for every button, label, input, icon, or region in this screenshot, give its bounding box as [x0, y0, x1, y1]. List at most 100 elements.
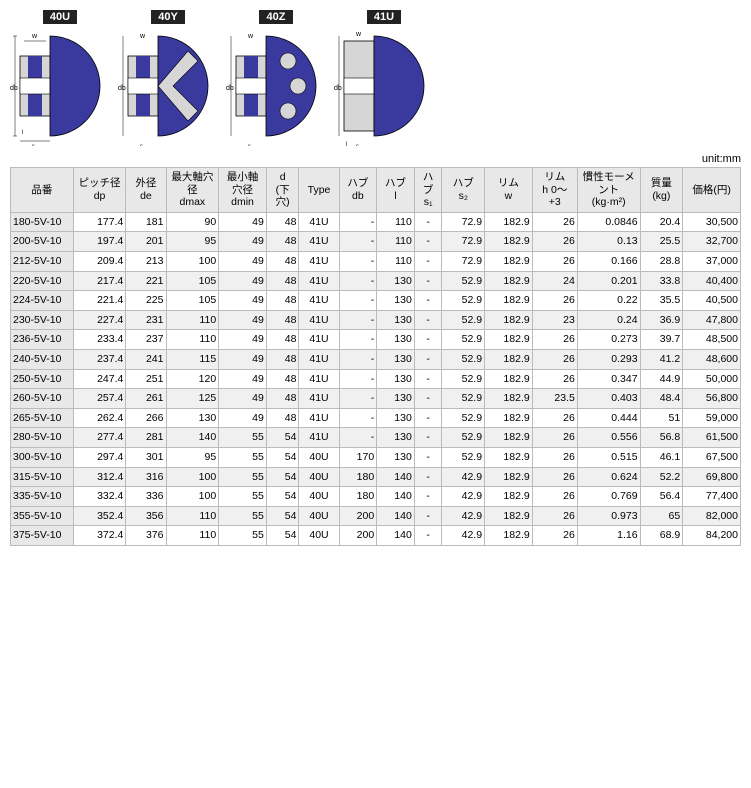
- cell: 110: [166, 526, 219, 546]
- cell: -: [414, 349, 442, 369]
- cell: 100: [166, 487, 219, 507]
- cell: 261: [126, 389, 166, 409]
- cell: 0.273: [577, 330, 640, 350]
- cell: 52.9: [442, 389, 485, 409]
- cell: 225: [126, 291, 166, 311]
- cell: 182.9: [485, 467, 533, 487]
- cell: 26: [532, 232, 577, 252]
- cell: -: [339, 310, 377, 330]
- cell: 52.2: [640, 467, 683, 487]
- cell: 0.293: [577, 349, 640, 369]
- cell: 130: [377, 369, 415, 389]
- cell: 297.4: [73, 447, 126, 467]
- col-header-6: Type: [299, 168, 339, 213]
- cell: 200-5V-10: [11, 232, 74, 252]
- cell: 48: [266, 389, 299, 409]
- cell: 30,500: [683, 212, 741, 232]
- cell: 48: [266, 408, 299, 428]
- cell: 110: [377, 212, 415, 232]
- cell: 26: [532, 349, 577, 369]
- cell: 49: [219, 389, 267, 409]
- cell: 181: [126, 212, 166, 232]
- cell: 52.9: [442, 310, 485, 330]
- cell: 41U: [299, 389, 339, 409]
- cell: 335-5V-10: [11, 487, 74, 507]
- cell: 355-5V-10: [11, 506, 74, 526]
- cell: 49: [219, 369, 267, 389]
- cell: -: [414, 251, 442, 271]
- cell: 115: [166, 349, 219, 369]
- cell: 23: [532, 310, 577, 330]
- cell: -: [414, 487, 442, 507]
- cell: 56,800: [683, 389, 741, 409]
- cell: 182.9: [485, 487, 533, 507]
- diagram-label-40Z: 40Z: [259, 10, 293, 24]
- cell: 266: [126, 408, 166, 428]
- cell: 220-5V-10: [11, 271, 74, 291]
- table-row: 335-5V-10332.4336100555440U180140-42.918…: [11, 487, 741, 507]
- cell: 110: [166, 330, 219, 350]
- cell: 54: [266, 526, 299, 546]
- cell: 84,200: [683, 526, 741, 546]
- pulley-diagram-40Y: db w s₂: [118, 26, 218, 146]
- cell: 110: [377, 232, 415, 252]
- cell: 48,600: [683, 349, 741, 369]
- cell: 177.4: [73, 212, 126, 232]
- pulley-diagram-40U: db w s₂ l: [10, 26, 110, 146]
- cell: 125: [166, 389, 219, 409]
- cell: -: [339, 212, 377, 232]
- cell: 356: [126, 506, 166, 526]
- cell: 213: [126, 251, 166, 271]
- cell: 42.9: [442, 506, 485, 526]
- cell: 41U: [299, 408, 339, 428]
- cell: -: [414, 310, 442, 330]
- cell: 49: [219, 271, 267, 291]
- cell: -: [339, 369, 377, 389]
- cell: 28.8: [640, 251, 683, 271]
- cell: 110: [166, 310, 219, 330]
- cell: 32,700: [683, 232, 741, 252]
- col-header-2: 外径de: [126, 168, 166, 213]
- cell: 49: [219, 232, 267, 252]
- cell: 130: [377, 447, 415, 467]
- cell: 0.24: [577, 310, 640, 330]
- cell: 39.7: [640, 330, 683, 350]
- cell: 41U: [299, 271, 339, 291]
- cell: -: [414, 408, 442, 428]
- cell: 182.9: [485, 389, 533, 409]
- table-row: 200-5V-10197.420195494841U-110-72.9182.9…: [11, 232, 741, 252]
- table-header: 品番ピッチ径dp外径de最大軸穴径dmax最小軸穴径dmind(下穴)Typeハ…: [11, 168, 741, 213]
- cell: 72.9: [442, 232, 485, 252]
- diagram-label-40U: 40U: [43, 10, 77, 24]
- cell: 130: [377, 428, 415, 448]
- cell: 0.13: [577, 232, 640, 252]
- cell: 182.9: [485, 271, 533, 291]
- cell: 26: [532, 251, 577, 271]
- table-row: 230-5V-10227.4231110494841U-130-52.9182.…: [11, 310, 741, 330]
- table-row: 315-5V-10312.4316100555440U180140-42.918…: [11, 467, 741, 487]
- cell: 265-5V-10: [11, 408, 74, 428]
- cell: 52.9: [442, 271, 485, 291]
- cell: -: [414, 447, 442, 467]
- cell: 48.4: [640, 389, 683, 409]
- cell: 95: [166, 232, 219, 252]
- cell: 182.9: [485, 526, 533, 546]
- cell: 49: [219, 251, 267, 271]
- diagram-row: 40U db w s₂ l 40Y db w s₂: [10, 10, 741, 149]
- cell: -: [414, 212, 442, 232]
- cell: 52.9: [442, 369, 485, 389]
- cell: 182.9: [485, 447, 533, 467]
- cell: -: [339, 349, 377, 369]
- cell: 315-5V-10: [11, 467, 74, 487]
- cell: 336: [126, 487, 166, 507]
- table-row: 280-5V-10277.4281140555441U-130-52.9182.…: [11, 428, 741, 448]
- cell: 26: [532, 447, 577, 467]
- cell: 40,500: [683, 291, 741, 311]
- cell: 200: [339, 526, 377, 546]
- cell: 130: [377, 349, 415, 369]
- table-row: 220-5V-10217.4221105494841U-130-52.9182.…: [11, 271, 741, 291]
- svg-text:s₂: s₂: [32, 144, 38, 146]
- cell: 44.9: [640, 369, 683, 389]
- cell: 54: [266, 487, 299, 507]
- cell: 55: [219, 487, 267, 507]
